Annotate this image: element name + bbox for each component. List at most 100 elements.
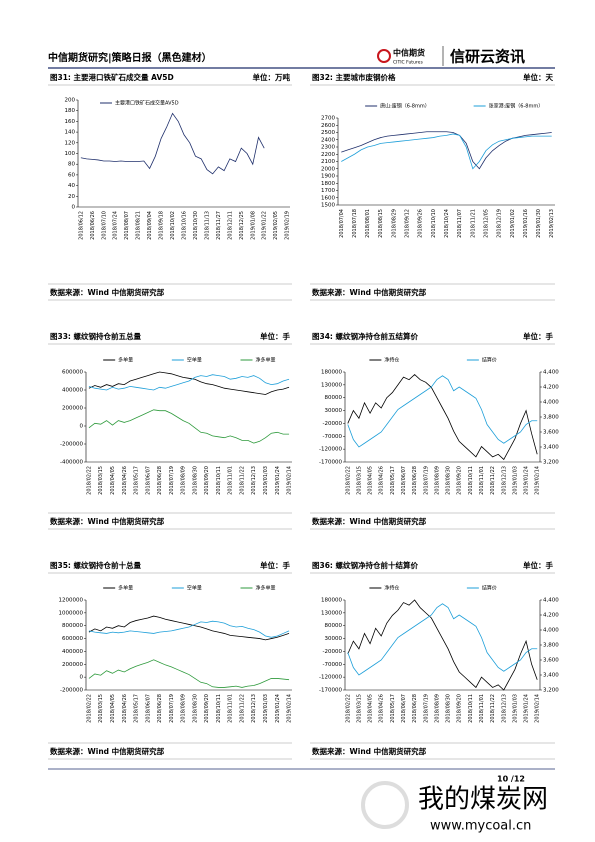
series-line bbox=[347, 603, 538, 676]
x-tick-label: 2018/08/09 bbox=[181, 466, 187, 495]
x-tick-label: 2019/02/14 bbox=[535, 694, 541, 723]
legend-label: 唐山:废钢（6-8mm） bbox=[380, 103, 430, 110]
x-tick-label: 2018/10/16 bbox=[182, 211, 188, 240]
x-tick-label: 2019/01/03 bbox=[512, 694, 518, 723]
x-tick-label: 2018/06/07 bbox=[401, 466, 407, 495]
x-tick-label: 2018/11/01 bbox=[228, 466, 234, 495]
x-tick-label: 2019/01/16 bbox=[523, 209, 529, 238]
x-tick-label: 2018/07/04 bbox=[339, 209, 345, 238]
legend-label: 净多单量 bbox=[256, 357, 276, 364]
y2-tick-label: 4,400 bbox=[543, 598, 559, 604]
x-tick-label: 2018/03/15 bbox=[356, 694, 362, 723]
legend-label: 净持仓 bbox=[384, 357, 399, 364]
x-tick-label: 2018/04/26 bbox=[379, 466, 385, 495]
page-number: 10 /12 bbox=[497, 775, 525, 784]
y-tick-label: -70000 bbox=[323, 434, 343, 440]
y-tick-label: 80 bbox=[68, 162, 75, 168]
x-tick-label: 2019/01/22 bbox=[262, 211, 268, 240]
x-tick-label: 2018/11/22 bbox=[490, 466, 496, 495]
x-tick-label: 2018/04/26 bbox=[122, 694, 128, 723]
y-tick-label: 30000 bbox=[325, 408, 343, 414]
y-tick-label: 1500 bbox=[321, 203, 335, 209]
x-tick-label: 2018/11/27 bbox=[216, 211, 222, 240]
y-tick-label: 0 bbox=[72, 205, 76, 211]
y2-tick-label: 4,000 bbox=[543, 628, 559, 634]
x-tick-label: 2018/11/01 bbox=[228, 694, 234, 723]
y-tick-label: 60 bbox=[68, 172, 75, 178]
series-line bbox=[347, 599, 538, 691]
y-tick-label: 2600 bbox=[321, 123, 335, 129]
figure-source: 数据来源：Wind 中信期货研究部 bbox=[50, 287, 165, 297]
x-tick-label: 2018/09/12 bbox=[405, 209, 411, 238]
x-tick-label: 2018/11/01 bbox=[479, 466, 485, 495]
x-tick-label: 2018/08/01 bbox=[365, 209, 371, 238]
x-tick-label: 2018/09/04 bbox=[147, 211, 153, 240]
legend-label: 空单量 bbox=[187, 585, 202, 592]
series-line bbox=[88, 659, 290, 688]
x-tick-label: 2019/01/02 bbox=[510, 209, 516, 238]
y-tick-label: 1600 bbox=[321, 195, 335, 201]
x-tick-label: 2018/12/13 bbox=[501, 694, 507, 723]
y-tick-label: 600000 bbox=[62, 370, 83, 376]
x-tick-label: 2018/07/24 bbox=[113, 211, 119, 240]
figure-unit: 单位：手 bbox=[260, 560, 290, 570]
x-tick-label: 2018/12/05 bbox=[483, 209, 489, 238]
y2-tick-label: 4,200 bbox=[543, 385, 559, 391]
y-tick-label: 2200 bbox=[321, 152, 335, 158]
x-tick-label: 2018/12/13 bbox=[251, 694, 257, 723]
x-tick-label: 2018/11/01 bbox=[479, 694, 485, 723]
y-tick-label: 0 bbox=[80, 675, 84, 681]
figure-unit: 单位：万吨 bbox=[253, 72, 291, 82]
x-tick-label: 2018/03/15 bbox=[98, 466, 104, 495]
x-tick-label: 2018/10/11 bbox=[468, 466, 474, 495]
x-tick-label: 2019/02/05 bbox=[273, 211, 279, 240]
y-tick-label: 20 bbox=[68, 194, 75, 200]
x-tick-label: 2018/07/19 bbox=[423, 466, 429, 495]
y-tick-label: 600000 bbox=[62, 636, 83, 642]
y-tick-label: 80000 bbox=[325, 623, 343, 629]
y-tick-label: 2400 bbox=[321, 137, 335, 143]
x-tick-label: 2018/06/28 bbox=[157, 466, 163, 495]
x-tick-label: 2018/06/26 bbox=[90, 211, 96, 240]
x-tick-label: 2018/09/20 bbox=[457, 466, 463, 495]
x-tick-label: 2018/09/20 bbox=[204, 694, 210, 723]
y-tick-label: 180000 bbox=[321, 370, 342, 376]
x-tick-label: 2018/08/30 bbox=[446, 466, 452, 495]
x-tick-label: 2018/12/13 bbox=[251, 466, 257, 495]
x-tick-label: 2018/11/07 bbox=[457, 209, 463, 238]
y-tick-label: 800000 bbox=[62, 623, 83, 629]
x-tick-label: 2018/08/30 bbox=[192, 694, 198, 723]
y2-tick-label: 4,400 bbox=[543, 370, 559, 376]
legend-label: 结算价 bbox=[482, 357, 497, 364]
y-tick-label: -120000 bbox=[319, 447, 342, 453]
y-tick-label: 2300 bbox=[321, 145, 335, 151]
brand: 信研云资讯 bbox=[450, 48, 525, 66]
x-tick-label: 2018/07/19 bbox=[169, 694, 175, 723]
x-tick-label: 2018/09/20 bbox=[457, 694, 463, 723]
x-tick-label: 2018/07/18 bbox=[352, 209, 358, 238]
figure-unit: 单位：手 bbox=[523, 331, 553, 341]
y2-tick-label: 3,800 bbox=[543, 415, 559, 421]
y2-tick-label: 4,000 bbox=[543, 400, 559, 406]
x-tick-label: 2019/02/14 bbox=[287, 466, 293, 495]
figure-source: 数据来源：Wind 中信期货研究部 bbox=[50, 746, 165, 756]
series-line bbox=[341, 133, 552, 170]
x-tick-label: 2018/10/11 bbox=[216, 466, 222, 495]
legend-label: 净持仓 bbox=[384, 585, 399, 592]
series-line bbox=[88, 615, 290, 641]
y-tick-label: -200000 bbox=[60, 688, 83, 694]
x-tick-label: 2018/12/11 bbox=[227, 211, 233, 240]
series-line bbox=[88, 409, 290, 444]
x-tick-label: 2018/08/09 bbox=[434, 466, 440, 495]
x-tick-label: 2018/12/13 bbox=[501, 466, 507, 495]
y-tick-label: 180 bbox=[65, 108, 76, 114]
y-tick-label: 120 bbox=[65, 140, 76, 146]
legend-label: 主要港口铁矿石成交量AV5D bbox=[115, 100, 179, 107]
x-tick-label: 2018/05/17 bbox=[134, 466, 140, 495]
x-tick-label: 2018/10/24 bbox=[444, 209, 450, 238]
figure-title: 图34: 螺纹钢净持仓前五结算价 bbox=[312, 331, 419, 341]
legend-label: 结算价 bbox=[482, 585, 497, 592]
y-tick-label: 40 bbox=[68, 183, 75, 189]
